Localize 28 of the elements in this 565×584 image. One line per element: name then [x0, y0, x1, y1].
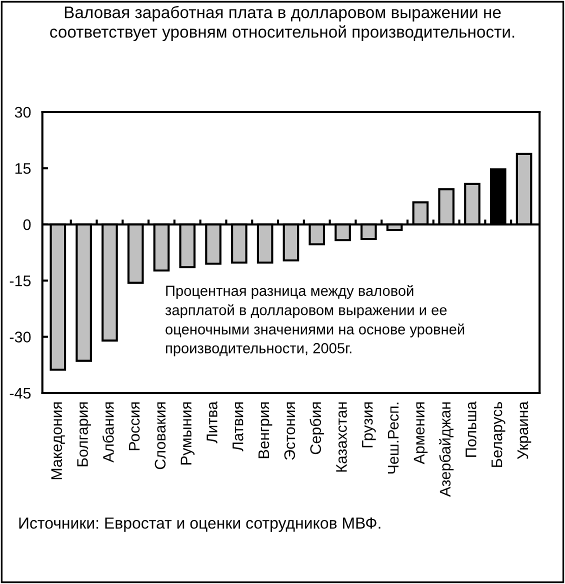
x-tick-label: Венгрия: [258, 402, 272, 458]
text: Источники: Евростат и оценки сотрудников МВФ.: [19, 518, 380, 532]
x-tick-label: Россия: [129, 402, 140, 450]
x-tick-label: Болгария: [77, 402, 91, 466]
y-tick-label: 30: [14, 106, 31, 118]
x-tick-label: Украина: [517, 401, 532, 460]
x-tick-label: Польша: [466, 401, 476, 457]
y-tick-label: -45: [10, 388, 31, 399]
x-tick-label: Казахстан: [336, 402, 347, 472]
x-tick-label: Сербия: [310, 402, 324, 454]
x-tick-label: Армения: [414, 402, 428, 464]
x-tick-label: Македония: [51, 402, 65, 480]
x-tick-label: Беларусь: [492, 402, 506, 467]
x-tick-label: Латвия: [232, 402, 244, 452]
y-tick-label: 15: [15, 163, 31, 174]
x-tick-label: Эстония: [284, 402, 296, 460]
annotation: Процентная разница между валовой зарплатой в долларовом выражении и ее оценочными значениями на основе уровней производительности, 2005г.: [165, 285, 464, 356]
x-tick-label: Словакия: [154, 402, 166, 470]
x-tick-label: Албания: [102, 402, 114, 463]
x-tick-label: Грузия: [362, 402, 376, 448]
x-tick-label: Румыния: [180, 402, 195, 464]
x-tick-label: Чеш.Респ.: [388, 402, 399, 474]
chart-title: Валовая заработная плата в долларовом выражении не соответствует уровням относительной производительности.: [50, 6, 514, 42]
x-tick-label: Литва: [206, 401, 218, 444]
y-tick-label: 0: [23, 219, 31, 230]
x-tick-label: Азербайджан: [439, 402, 454, 497]
y-tick-label: -15: [10, 276, 31, 286]
y-tick-label: -30: [10, 332, 31, 342]
